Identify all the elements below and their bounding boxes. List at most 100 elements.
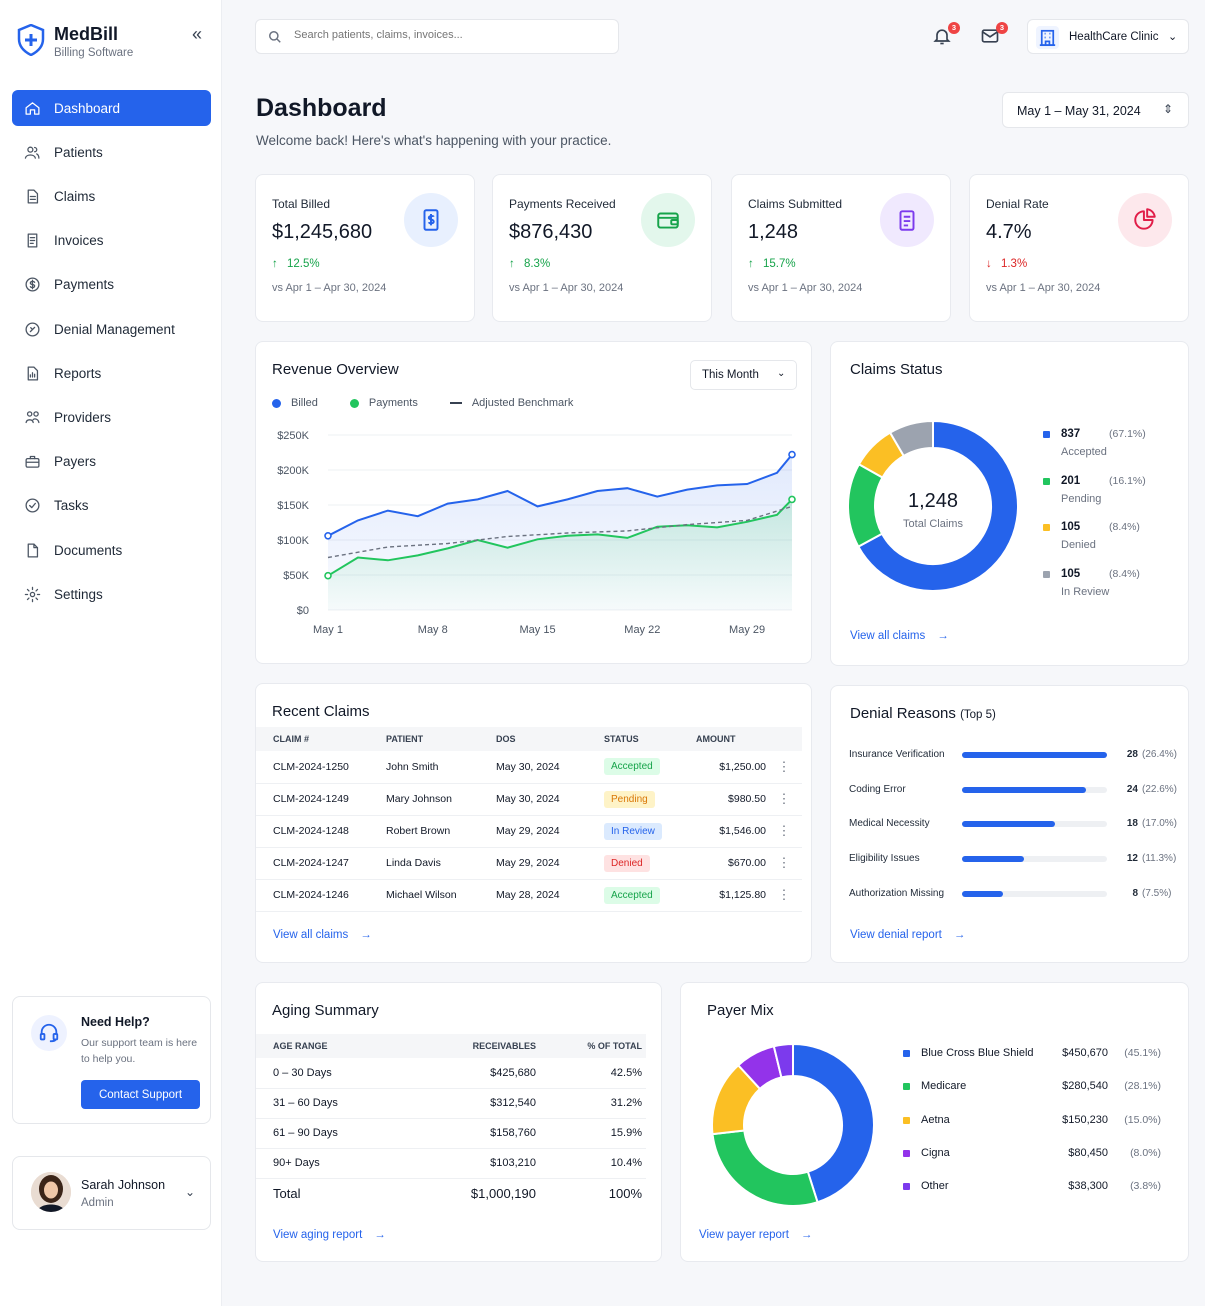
table-row[interactable]: CLM-2024-1247 Linda Davis May 29, 2024 Deni… [256,847,802,880]
total-pct: 100% [608,1185,642,1201]
notifications-button[interactable]: 3 [932,22,960,48]
patient-name: Michael Wilson [386,879,496,912]
patient-name: John Smith [386,751,496,784]
denial-pct: (26.4%) [1142,749,1178,760]
y-tick-label: $250K [277,430,309,442]
date-range-picker[interactable]: May 1 – May 31, 2024 ⇕ [1002,92,1189,128]
age-range: 0 – 30 Days [256,1058,406,1089]
legend-pct: (8.4%) [1109,568,1140,581]
period-select[interactable]: This Month ⌄ [690,360,797,390]
file-icon [27,189,39,204]
payer-slice-medicare [711,1129,819,1207]
sidebar-item-tasks[interactable]: Tasks [12,488,211,524]
amount: $1,250.00 [696,751,766,784]
kpi-card-denial-rate[interactable]: Denial Rate 4.7% ↓ 1.3% vs Apr 1 – Apr 30, … [969,174,1189,322]
more-vertical-icon[interactable]: ⋮ [766,783,802,816]
sidebar-item-dashboard[interactable]: Dashboard [12,90,211,126]
table-row[interactable]: CLM-2024-1249 Mary Johnson May 30, 2024 Pen… [256,783,802,816]
aging-total-row: Total $1,000,190 100% [256,1178,646,1208]
patient-name: Linda Davis [386,847,496,880]
denial-row: Authorization Missing 8 (7.5%) [849,885,1179,905]
user-name: Sarah Johnson [81,1178,166,1192]
table-row[interactable]: CLM-2024-1248 Robert Brown May 29, 2024 In … [256,815,802,848]
kpi-card-total-billed[interactable]: Total Billed $1,245,680 ↑ 12.5% vs Apr 1 – … [255,174,475,322]
area-payments [328,499,792,610]
line-adjusted-benchmark [327,505,793,559]
kpi-card-claims-submitted[interactable]: Claims Submitted 1,248 ↑ 15.7% vs Apr 1 – A… [731,174,951,322]
sidebar-item-reports[interactable]: Reports [12,355,211,391]
table-header-row: CLAIM # PATIENT DOS STATUS AMOUNT [256,727,802,751]
legend-label: Pending [1061,492,1102,505]
claims-slice-in-review [888,420,934,458]
dos: May 29, 2024 [496,815,604,848]
more-vertical-icon[interactable]: ⋮ [766,815,802,848]
clinic-selector[interactable]: HealthCare Clinic ⌄ [1027,19,1189,54]
sidebar-item-documents[interactable]: Documents [12,532,211,568]
kpi-delta: ↑ 8.3% [509,258,551,270]
view-payer-report-link[interactable]: View payer report → [699,1229,813,1241]
more-vertical-icon[interactable]: ⋮ [766,847,802,880]
sidebar-item-payments[interactable]: Payments [12,267,211,303]
dos: May 30, 2024 [496,751,604,784]
x-tick-label: May 29 [729,624,765,636]
revenue-legend: Billed Payments Adjusted Benchmark [272,397,573,409]
recent-claims-table: CLAIM # PATIENT DOS STATUS AMOUNT CLM-20… [256,727,802,912]
view-aging-report-link[interactable]: View aging report → [273,1229,386,1241]
sidebar-item-patients[interactable]: Patients [12,134,211,170]
messages-button[interactable]: 3 [980,22,1008,48]
document-icon [27,542,39,558]
sidebar-item-denial-management[interactable]: Denial Management [12,311,211,347]
claim-id: CLM-2024-1247 [256,847,386,880]
denial-count: 28 [1126,749,1138,760]
payer-legend-item: Medicare $280,540 (28.1%) [903,1079,1163,1095]
sidebar-item-settings[interactable]: Settings [12,576,211,612]
view-denial-report-link[interactable]: View denial report → [850,929,966,941]
more-vertical-icon[interactable]: ⋮ [766,751,802,784]
legend-swatch [903,1083,910,1091]
contact-support-button[interactable]: Contact Support [81,1080,200,1109]
view-all-claims-table-link[interactable]: View all claims → [273,929,372,941]
sidebar-item-label: Payments [54,277,115,293]
kpi-value: 1,248 [748,221,799,243]
view-all-claims-link[interactable]: View all claims → [850,630,949,642]
table-row: 31 – 60 Days $312,540 31.2% [256,1088,646,1119]
search-bar[interactable] [255,19,619,54]
col-dos: DOS [496,727,604,751]
user-card[interactable]: Sarah Johnson Admin ⌄ [12,1156,211,1230]
chevron-down-icon[interactable]: ⌄ [185,1185,196,1199]
collapse-sidebar-icon[interactable]: « [192,24,203,44]
payer-name: Aetna [921,1113,950,1126]
payer-pct: (45.1%) [1124,1047,1161,1059]
sidebar-item-invoices[interactable]: Invoices [12,223,211,259]
sidebar-item-label: Documents [54,542,123,558]
dos: May 29, 2024 [496,847,604,880]
user-role: Admin [81,1197,114,1209]
arrow-up-icon: ↑ [272,258,281,270]
table-row[interactable]: CLM-2024-1250 John Smith May 30, 2024 Accep… [256,751,802,784]
col-receivables: RECEIVABLES [406,1034,536,1058]
sort-updown-icon: ⇕ [1163,102,1174,116]
kpi-value: 4.7% [986,221,1032,243]
denial-reason-label: Insurance Verification [849,749,945,760]
kpi-card-payments-received[interactable]: Payments Received $876,430 ↑ 8.3% vs Apr 1 … [492,174,712,322]
aging-summary-card: Aging Summary AGE RANGE RECEIVABLES % OF… [255,982,662,1262]
col-claim: CLAIM # [256,727,386,751]
legend-swatch [903,1149,910,1157]
denial-row: Medical Necessity 18 (17.0%) [849,815,1179,835]
sidebar-item-claims[interactable]: Claims [12,178,211,214]
page-subtitle: Welcome back! Here's what's happening wi… [256,133,612,148]
legend-swatch [1043,477,1050,485]
sidebar-item-label: Claims [54,188,96,204]
sidebar-item-payers[interactable]: Payers [12,444,211,480]
gear-icon [24,586,41,602]
denial-bar [962,890,1004,897]
search-input[interactable] [294,29,604,41]
chevron-down-icon: ⌄ [777,368,786,379]
kpi-comparison: vs Apr 1 – Apr 30, 2024 [986,282,1101,294]
aging-title: Aging Summary [272,1002,379,1019]
more-vertical-icon[interactable]: ⋮ [766,879,802,912]
claim-id: CLM-2024-1248 [256,815,386,848]
table-row[interactable]: CLM-2024-1246 Michael Wilson May 28, 2024 A… [256,879,802,912]
age-range: 61 – 90 Days [256,1118,406,1149]
sidebar-item-providers[interactable]: Providers [12,399,211,435]
